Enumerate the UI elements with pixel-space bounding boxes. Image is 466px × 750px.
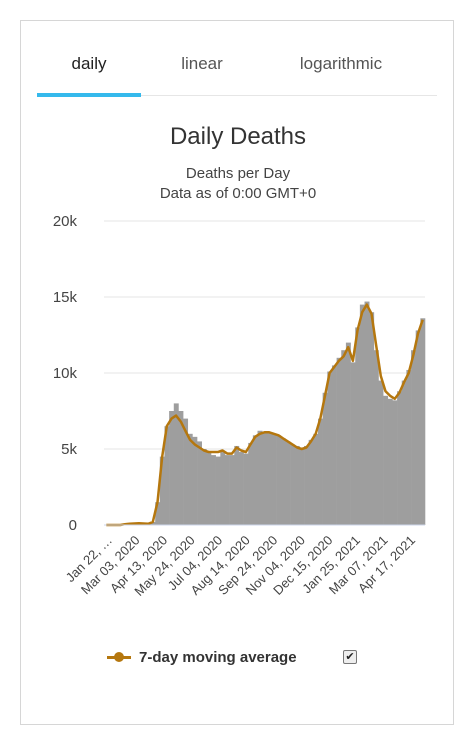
bar xyxy=(355,327,361,525)
bar xyxy=(294,445,300,525)
view-tabs: daily linear logarithmic xyxy=(37,39,437,97)
bar xyxy=(248,442,254,525)
bar xyxy=(331,365,337,525)
bar xyxy=(197,441,202,525)
bar xyxy=(164,426,170,525)
bar xyxy=(276,435,282,525)
active-tab-indicator xyxy=(37,93,141,97)
bar xyxy=(169,411,175,525)
bar xyxy=(173,403,179,525)
bar xyxy=(243,453,249,525)
y-tick-label: 20k xyxy=(53,213,78,230)
bar xyxy=(206,452,212,525)
bar xyxy=(387,398,393,525)
bar xyxy=(383,395,389,525)
chart-subtitle: Deaths per Day xyxy=(185,165,291,182)
bar xyxy=(401,380,407,525)
bar xyxy=(341,350,347,525)
tab-linear[interactable]: linear xyxy=(181,54,223,73)
bar xyxy=(201,449,207,525)
y-tick-label: 0 xyxy=(69,517,77,534)
bar xyxy=(318,418,323,525)
bar xyxy=(155,502,161,525)
bar xyxy=(252,435,258,525)
legend-label: 7-day moving average xyxy=(139,648,297,666)
bar xyxy=(397,391,403,525)
bar xyxy=(378,380,384,525)
bar xyxy=(285,441,291,525)
bar xyxy=(187,433,193,525)
bar xyxy=(415,330,421,525)
bar xyxy=(336,357,342,525)
y-tick-label: 10k xyxy=(53,365,78,382)
bar xyxy=(183,418,189,525)
bar xyxy=(392,400,398,525)
bar xyxy=(420,318,426,525)
bar xyxy=(215,456,221,525)
bar xyxy=(411,350,416,525)
legend-line-marker xyxy=(107,651,131,662)
bar xyxy=(211,455,216,525)
chart-title: Daily Deaths xyxy=(169,123,307,150)
bar xyxy=(229,455,235,525)
bar xyxy=(159,456,165,525)
bar xyxy=(290,444,296,525)
bar xyxy=(299,447,305,525)
bar xyxy=(224,455,230,525)
bar xyxy=(406,369,412,525)
y-tick-label: 15k xyxy=(53,289,78,306)
bar xyxy=(220,452,226,525)
bar xyxy=(364,301,370,525)
bar xyxy=(359,304,365,525)
tab-logarithmic[interactable]: logarithmic xyxy=(299,54,383,73)
bar xyxy=(350,362,356,525)
legend-moving-average[interactable]: 7-day moving average xyxy=(107,645,297,669)
bar xyxy=(304,445,309,525)
chart-data-date: Data as of 0:00 GMT+0 xyxy=(159,185,317,202)
moving-average-checkbox[interactable]: ✔ xyxy=(343,650,357,664)
bar xyxy=(178,411,184,525)
y-tick-label: 5k xyxy=(61,441,77,458)
legend-dot-marker xyxy=(114,651,124,662)
bar xyxy=(308,439,314,525)
bar xyxy=(373,350,379,525)
bar xyxy=(150,521,156,525)
bar xyxy=(369,312,375,525)
bar xyxy=(280,438,286,525)
bar xyxy=(257,430,263,525)
bar xyxy=(313,433,319,525)
bar xyxy=(234,445,240,525)
tab-daily[interactable]: daily xyxy=(71,54,107,73)
chart-card: daily linear logarithmic Daily Deaths De… xyxy=(20,20,454,725)
bar xyxy=(327,371,333,525)
bar xyxy=(322,392,328,525)
bar xyxy=(266,432,272,525)
bar xyxy=(192,436,198,525)
bar xyxy=(262,432,268,525)
moving-average-line xyxy=(106,303,424,527)
bar xyxy=(238,452,244,525)
bar xyxy=(345,342,351,525)
bar xyxy=(271,433,277,525)
